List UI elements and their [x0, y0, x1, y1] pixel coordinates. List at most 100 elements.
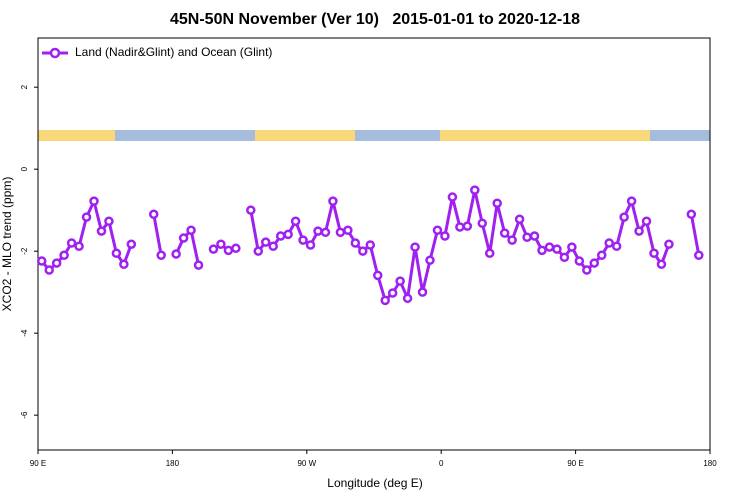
data-point	[656, 259, 667, 270]
y-axis-label: XCO2 - MLO trend (ppm)	[0, 177, 14, 312]
data-point	[694, 250, 704, 261]
data-point	[522, 232, 532, 242]
data-point	[216, 239, 226, 249]
data-point	[626, 196, 637, 206]
data-point	[686, 209, 697, 220]
data-point	[596, 250, 607, 261]
legend-marker	[49, 47, 61, 59]
ocean-strip	[650, 130, 710, 141]
data-point	[395, 276, 405, 286]
data-point	[305, 240, 316, 250]
data-point	[36, 256, 47, 266]
data-point	[104, 216, 114, 226]
data-point	[514, 214, 525, 224]
data-point	[484, 248, 495, 258]
data-point	[223, 245, 234, 256]
data-point	[89, 196, 99, 206]
data-point	[275, 231, 286, 241]
x-tick-label: 180	[166, 459, 180, 468]
data-point	[320, 227, 331, 238]
data-point	[260, 237, 271, 247]
data-point	[455, 222, 465, 232]
y-tick-label: -4	[20, 329, 29, 337]
map-strip	[38, 130, 710, 141]
data-point	[462, 221, 473, 231]
x-tick-label: 90 E	[567, 459, 583, 468]
data-point	[268, 241, 278, 252]
data-point	[186, 225, 196, 236]
data-point	[634, 226, 644, 236]
data-point	[74, 241, 84, 252]
data-point	[574, 256, 585, 266]
data-point	[492, 198, 502, 208]
data-point	[328, 196, 338, 206]
data-point	[253, 246, 264, 256]
chart-title: 45N-50N November (Ver 10) 2015-01-01 to …	[170, 11, 580, 28]
data-point	[402, 293, 413, 304]
data-point	[59, 250, 69, 261]
ocean-strip	[355, 130, 440, 141]
data-point	[298, 235, 308, 245]
data-point	[283, 229, 293, 240]
data-point	[477, 218, 488, 229]
data-point	[649, 248, 659, 258]
data-point	[335, 227, 346, 238]
land-strip	[38, 130, 115, 141]
data-point	[641, 216, 652, 226]
data-point	[119, 259, 129, 270]
data-point	[380, 295, 390, 306]
data-point	[178, 233, 189, 243]
y-tick-label: 2	[20, 84, 29, 89]
data-point	[350, 238, 361, 248]
data-point	[559, 252, 570, 263]
data-point	[447, 192, 458, 202]
legend-item: Land (Nadir&Glint) and Ocean (Glint)	[42, 45, 272, 59]
data-point	[529, 231, 540, 241]
data-point	[358, 246, 368, 256]
x-tick-label: 0	[439, 459, 444, 468]
data-point	[552, 244, 562, 254]
data-point	[567, 242, 577, 252]
data-point	[425, 255, 435, 265]
y-tick-label: 0	[20, 166, 29, 171]
data-point	[499, 228, 510, 238]
data-point	[208, 244, 219, 254]
data-point	[313, 226, 323, 236]
data-point	[126, 239, 137, 249]
land-strip	[440, 130, 650, 141]
data-point	[148, 209, 159, 220]
y-tick-label: -2	[20, 247, 29, 255]
data-point	[664, 239, 674, 249]
data-point	[604, 238, 614, 248]
data-point	[507, 235, 517, 245]
data-point	[66, 238, 77, 248]
data-point	[619, 212, 629, 222]
x-tick-label: 90 E	[30, 459, 46, 468]
data-point	[387, 288, 398, 298]
data-point	[96, 226, 107, 236]
data-point	[171, 249, 181, 259]
data-point	[470, 185, 480, 195]
data-point	[410, 242, 420, 252]
data-point	[365, 240, 376, 250]
land-strip	[255, 130, 355, 141]
ocean-strip	[115, 130, 255, 141]
data-point	[432, 225, 443, 236]
data-point	[193, 260, 204, 270]
data-point	[246, 205, 256, 215]
data-point	[111, 248, 122, 258]
data-point	[156, 250, 166, 261]
data-point	[589, 258, 600, 268]
x-tick-label: 180	[703, 459, 717, 468]
data-point	[81, 212, 92, 222]
data-point	[537, 245, 547, 256]
data-point	[544, 242, 555, 252]
data-point	[44, 265, 54, 275]
data-point	[582, 265, 592, 275]
data-point	[372, 270, 383, 281]
x-axis-label: Longitude (deg E)	[327, 476, 422, 490]
data-point	[417, 287, 428, 297]
data-point	[611, 241, 622, 252]
